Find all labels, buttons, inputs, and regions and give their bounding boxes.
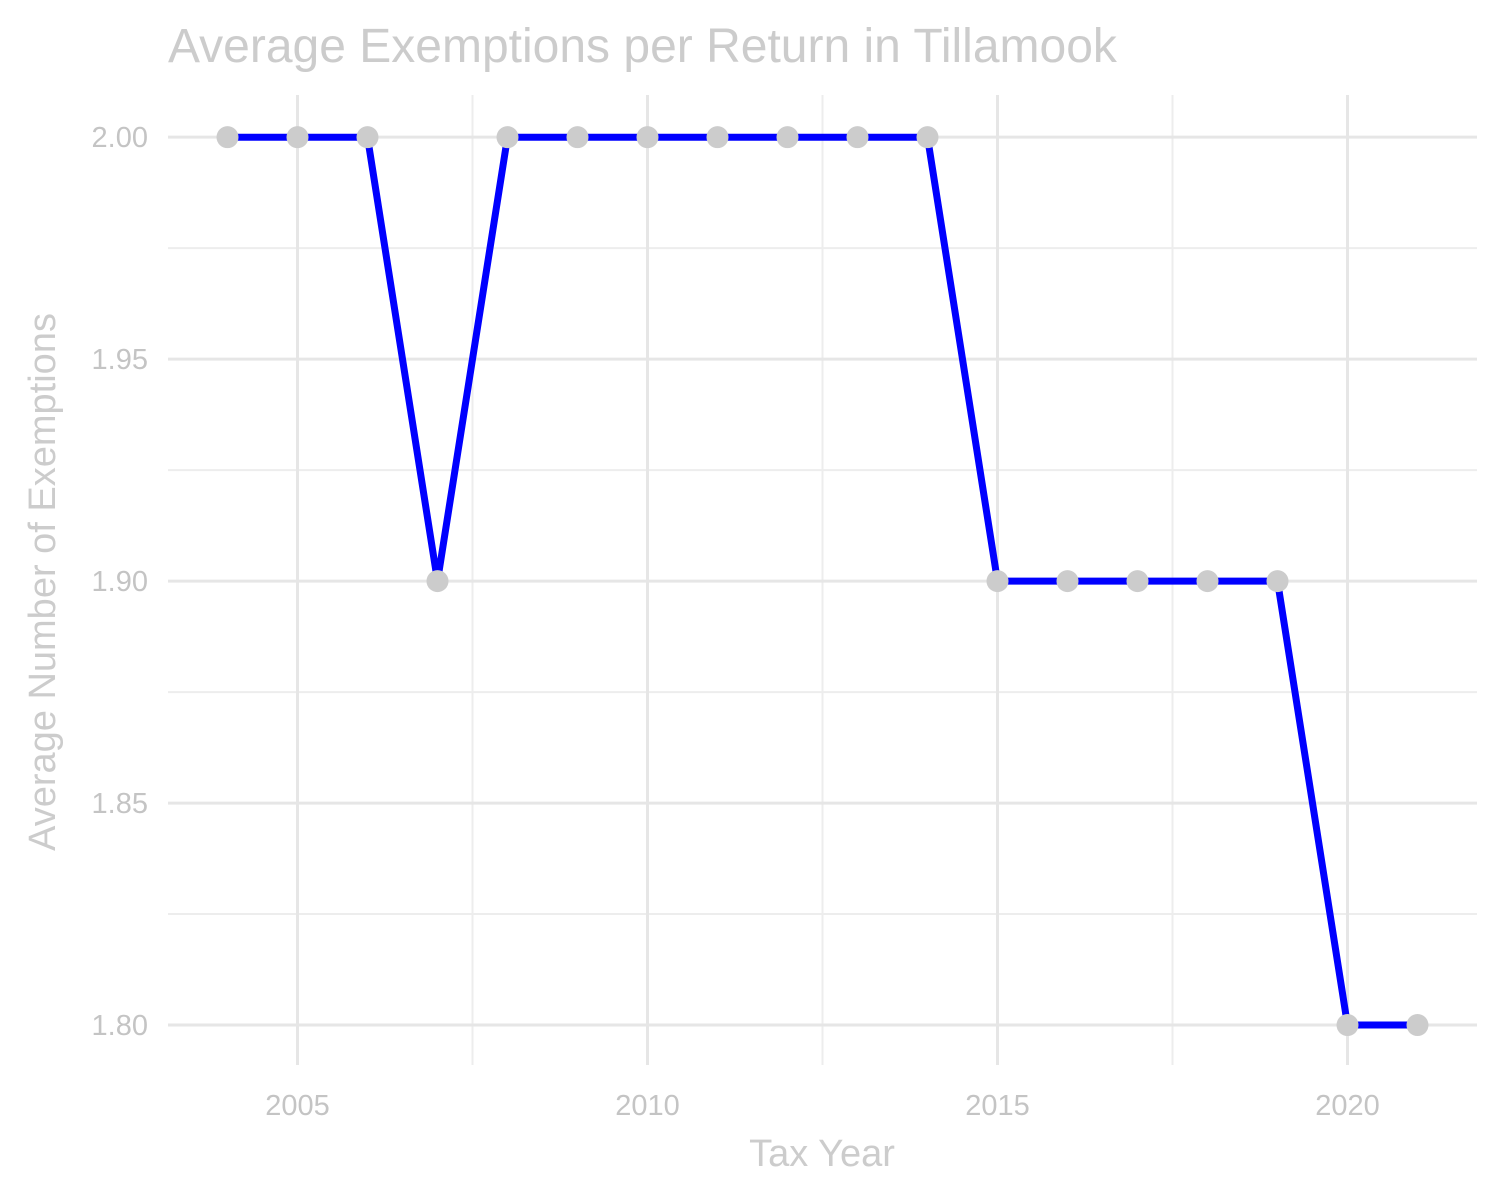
points-layer xyxy=(216,126,1429,1037)
y-tick-label: 1.95 xyxy=(92,344,148,376)
data-point xyxy=(1126,570,1149,593)
data-point xyxy=(636,126,659,149)
data-point xyxy=(986,570,1009,593)
data-point xyxy=(216,126,239,149)
y-tick-label: 1.90 xyxy=(92,566,148,598)
data-point xyxy=(1196,570,1219,593)
data-point xyxy=(286,126,309,149)
data-point xyxy=(426,570,449,593)
chart-title: Average Exemptions per Return in Tillamo… xyxy=(168,20,1118,73)
x-tick-label: 2020 xyxy=(1315,1090,1380,1122)
y-axis-title: Average Number of Exemptions xyxy=(22,313,64,851)
data-point xyxy=(706,126,729,149)
x-tick-label: 2015 xyxy=(965,1090,1030,1122)
data-point xyxy=(1406,1014,1429,1037)
series-line xyxy=(227,133,1418,1029)
data-point xyxy=(356,126,379,149)
x-tick-label: 2005 xyxy=(265,1090,330,1122)
data-point xyxy=(1056,570,1079,593)
data-point xyxy=(846,126,869,149)
x-tick-label: 2010 xyxy=(615,1090,680,1122)
y-tick-label: 1.80 xyxy=(92,1010,148,1042)
data-point xyxy=(776,126,799,149)
data-point xyxy=(1336,1014,1359,1037)
y-tick-label: 2.00 xyxy=(92,122,148,154)
tick-labels: 1.80 1.85 1.90 1.95 2.00 2005 2010 2015 2020 xyxy=(92,122,1380,1122)
data-point xyxy=(496,126,519,149)
data-point xyxy=(1266,570,1289,593)
y-tick-label: 1.85 xyxy=(92,788,148,820)
series-layer xyxy=(227,133,1418,1029)
x-axis-title: Tax Year xyxy=(749,1133,895,1175)
data-point xyxy=(566,126,589,149)
data-point xyxy=(916,126,939,149)
